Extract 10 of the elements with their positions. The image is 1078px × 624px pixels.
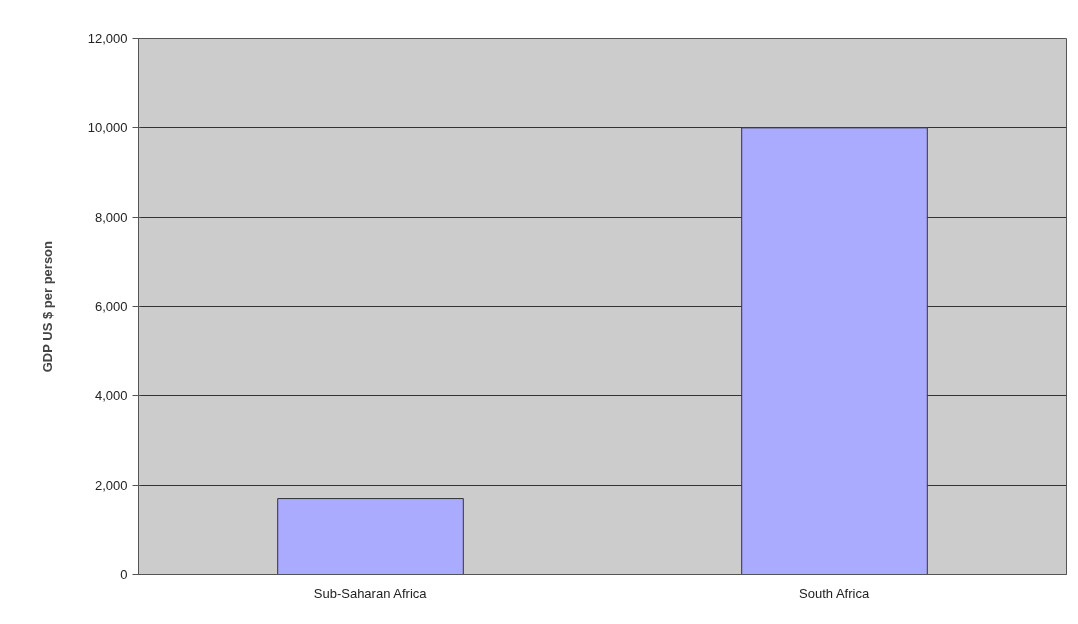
x-tick-label: South Africa: [799, 585, 870, 601]
y-tick-label: 6,000: [94, 299, 128, 314]
y-tick-label: 2,000: [94, 477, 128, 493]
y-tick-label: 0: [120, 567, 128, 582]
y-tick-label: 4,000: [94, 388, 128, 404]
y-tick-label: 10,000: [87, 120, 128, 136]
x-tick-label: Sub-Saharan Africa: [313, 585, 428, 601]
y-tick-label: 12,000: [87, 31, 128, 46]
y-axis-title: GDP US $ per person: [39, 240, 55, 373]
y-tick-label: 8,000: [94, 209, 128, 225]
